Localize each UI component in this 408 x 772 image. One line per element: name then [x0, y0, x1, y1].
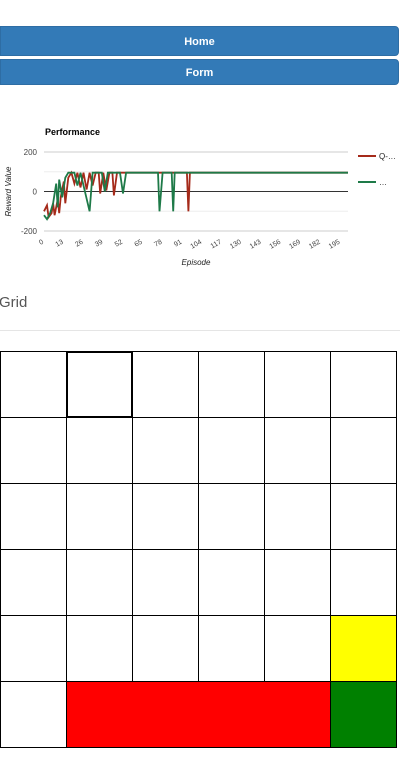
- grid-cell[interactable]: [330, 681, 397, 748]
- grid-cell[interactable]: [0, 615, 67, 682]
- grid-cell[interactable]: [330, 417, 397, 484]
- grid-board: [0, 351, 397, 748]
- grid-cell[interactable]: [198, 417, 265, 484]
- grid-cell[interactable]: [264, 483, 331, 550]
- series-line: [43, 171, 348, 221]
- x-axis-label: Episode: [182, 258, 211, 267]
- grid-cell[interactable]: [132, 351, 199, 418]
- grid-cell[interactable]: [0, 351, 67, 418]
- y-axis-label: Reward Value: [4, 166, 13, 217]
- x-tick-label: 78: [153, 239, 163, 249]
- grid-cell[interactable]: [330, 615, 397, 682]
- grid-cell[interactable]: [198, 483, 265, 550]
- x-tick-label: 195: [328, 239, 342, 251]
- grid-cell[interactable]: [264, 351, 331, 418]
- x-tick-label: 117: [210, 239, 223, 251]
- legend-label: Q-…: [379, 152, 396, 161]
- grid-cell[interactable]: [132, 615, 199, 682]
- grid-cell[interactable]: [330, 483, 397, 550]
- x-tick-label: 26: [74, 239, 84, 249]
- x-tick-label: 104: [189, 239, 203, 251]
- y-tick-label: -200: [21, 227, 38, 236]
- divider: [0, 330, 400, 331]
- x-tick-label: 169: [288, 239, 302, 251]
- grid-cell[interactable]: [198, 351, 265, 418]
- chart-title: Performance: [45, 127, 100, 137]
- x-tick-label: 52: [114, 239, 124, 249]
- x-tick-label: 39: [94, 239, 104, 249]
- grid-cell[interactable]: [132, 549, 199, 616]
- grid-cell[interactable]: [264, 549, 331, 616]
- x-tick-label: 13: [55, 239, 65, 249]
- grid-cell[interactable]: [132, 483, 199, 550]
- grid-cell[interactable]: [0, 549, 67, 616]
- grid-cell[interactable]: [66, 615, 133, 682]
- x-tick-label: 130: [229, 239, 243, 251]
- grid-cell[interactable]: [330, 351, 397, 418]
- form-button[interactable]: Form: [0, 59, 399, 85]
- grid-cell[interactable]: [198, 549, 265, 616]
- grid-cell[interactable]: [330, 549, 397, 616]
- x-tick-label: 156: [268, 239, 282, 251]
- grid-cell[interactable]: [0, 417, 67, 484]
- grid-cell[interactable]: [198, 615, 265, 682]
- y-tick-label: 0: [33, 188, 38, 197]
- grid-cell[interactable]: [0, 483, 67, 550]
- grid-cell[interactable]: [66, 483, 133, 550]
- x-tick-label: 182: [308, 239, 322, 251]
- x-tick-label: 91: [173, 239, 183, 249]
- grid-cell[interactable]: [264, 615, 331, 682]
- home-button[interactable]: Home: [0, 26, 399, 56]
- grid-cell[interactable]: [0, 681, 67, 748]
- grid-cell[interactable]: [132, 417, 199, 484]
- grid-title: Grid: [0, 294, 28, 311]
- x-tick-label: 143: [249, 239, 263, 251]
- grid-cell[interactable]: [66, 417, 133, 484]
- x-tick-label: 0: [38, 239, 45, 247]
- grid-cell[interactable]: [66, 351, 133, 418]
- grid-cell[interactable]: [264, 417, 331, 484]
- legend-label: …: [379, 178, 387, 187]
- y-tick-label: 200: [24, 148, 38, 157]
- red-zone: [66, 681, 331, 748]
- x-tick-label: 65: [134, 239, 144, 249]
- grid-cell[interactable]: [66, 549, 133, 616]
